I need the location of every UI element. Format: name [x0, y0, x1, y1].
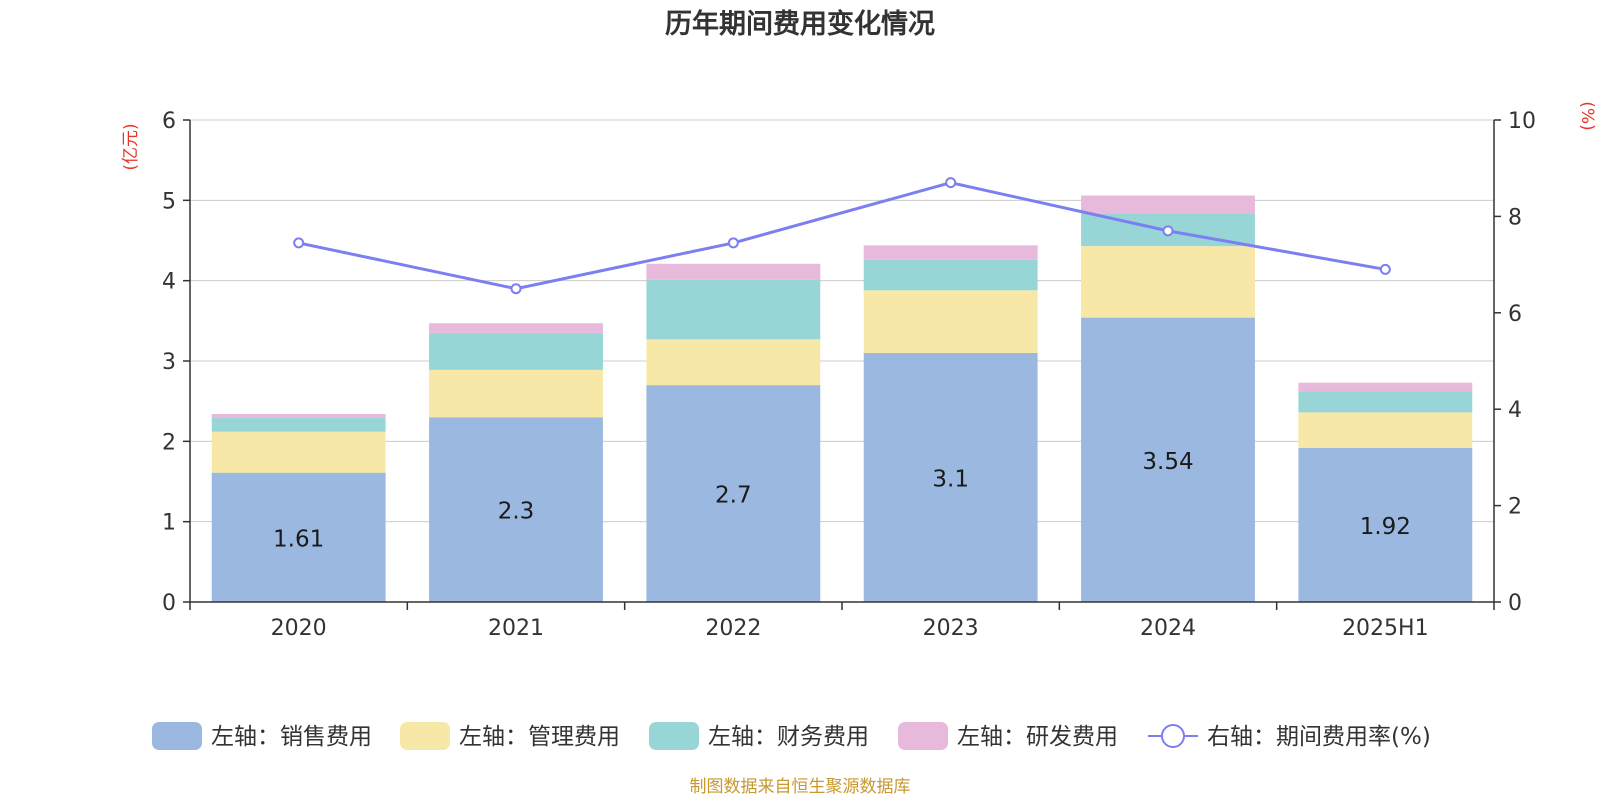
bar-segment [211, 418, 386, 432]
legend: 左轴：销售费用 左轴：管理费用 左轴：财务费用 左轴：研发费用 右轴：期间费用率(%) [152, 722, 1431, 750]
legend-label: 左轴：销售费用 [211, 724, 372, 750]
bar-segment [1081, 246, 1255, 318]
rate-line-point [293, 237, 305, 249]
legend-swatch [649, 722, 699, 750]
legend-item: 左轴：研发费用 [898, 722, 1118, 750]
right-axis-tick-label: 4 [1508, 398, 1522, 423]
right-axis-tick-label: 2 [1508, 495, 1522, 520]
bar-segment [1298, 391, 1473, 413]
bar-segment [1298, 382, 1473, 392]
bar-value-label: 1.92 [1360, 514, 1411, 540]
legend-swatch [152, 722, 202, 750]
right-axis-tick-label: 8 [1508, 205, 1522, 230]
bar-segment [1298, 447, 1473, 602]
legend-marker-icon [1161, 724, 1185, 748]
bar-value-label: 1.61 [273, 526, 324, 552]
left-axis-tick-label: 0 [162, 591, 176, 616]
left-axis-tick-label: 4 [162, 270, 176, 295]
x-axis-tick-label: 2022 [705, 616, 761, 641]
bar-layer [211, 195, 1473, 602]
x-axis-tick-label: 2024 [1140, 616, 1196, 641]
bar-segment [429, 332, 603, 370]
legend-swatch [400, 722, 450, 750]
chart-title: 历年期间费用变化情况 [665, 8, 935, 40]
bar-segment [429, 417, 603, 602]
bar-value-label: 2.7 [715, 483, 752, 509]
left-axis-tick-label: 5 [162, 189, 176, 214]
legend-label: 右轴：期间费用率(%) [1207, 724, 1431, 750]
axes: 0 1 2 3 4 5 6 0 2 4 6 8 10 2020 2021 2022 2023 2024 2025H1 [162, 109, 1536, 641]
bar-segment [429, 323, 603, 333]
left-axis-unit: (亿元) [121, 123, 141, 170]
bar-segment [211, 431, 386, 473]
right-axis-tick-label: 10 [1508, 109, 1536, 134]
grid-lines [190, 119, 1494, 523]
right-axis-unit: (%) [1577, 101, 1597, 130]
bar-segment [863, 259, 1038, 291]
legend-label: 左轴：研发费用 [957, 724, 1118, 750]
data-source-note: 制图数据来自恒生聚源数据库 [690, 777, 911, 797]
left-axis-tick-label: 2 [162, 430, 176, 455]
legend-label: 左轴：管理费用 [459, 724, 620, 750]
legend-item: 左轴：财务费用 [649, 722, 869, 750]
left-axis-tick-label: 1 [162, 511, 176, 536]
right-axis-tick-label: 0 [1508, 591, 1522, 616]
rate-line-point [510, 283, 522, 295]
x-axis-tick-label: 2021 [488, 616, 544, 641]
bar-segment [1081, 195, 1255, 214]
rate-line-layer [293, 177, 1391, 295]
right-axis-tick-label: 6 [1508, 302, 1522, 327]
rate-line-point [945, 177, 957, 189]
rate-line [298, 181, 1386, 291]
bar-segment [863, 245, 1038, 260]
bar-segment [211, 472, 386, 602]
rate-line-point [727, 237, 739, 249]
x-axis-tick-label: 2023 [923, 616, 979, 641]
bar-value-label: 3.54 [1142, 449, 1193, 475]
x-axis-tick-label: 2025H1 [1342, 616, 1429, 641]
legend-label: 左轴：财务费用 [708, 724, 869, 750]
x-axis-tick-label: 2020 [271, 616, 327, 641]
bar-segment [863, 290, 1038, 353]
left-axis-tick-label: 6 [162, 109, 176, 134]
bar-segment [1298, 412, 1473, 448]
bar-segment [646, 279, 821, 340]
bar-segment [211, 414, 386, 419]
bar-segment [863, 352, 1038, 602]
bar-segment [646, 263, 821, 280]
legend-item: 左轴：管理费用 [400, 722, 620, 750]
bar-value-labels: 1.61 2.3 2.7 3.1 3.54 1.92 [273, 449, 1411, 553]
bar-value-label: 3.1 [932, 466, 969, 492]
bar-segment [646, 339, 821, 386]
bar-value-label: 2.3 [498, 499, 535, 525]
rate-line-point [1379, 263, 1391, 275]
bar-segment [1081, 317, 1255, 602]
legend-item: 右轴：期间费用率(%) [1148, 724, 1431, 750]
bar-segment [646, 385, 821, 602]
bar-segment [429, 369, 603, 418]
rate-line-point [1162, 225, 1174, 237]
legend-item: 左轴：销售费用 [152, 722, 372, 750]
left-axis-tick-label: 3 [162, 350, 176, 375]
legend-swatch [898, 722, 948, 750]
